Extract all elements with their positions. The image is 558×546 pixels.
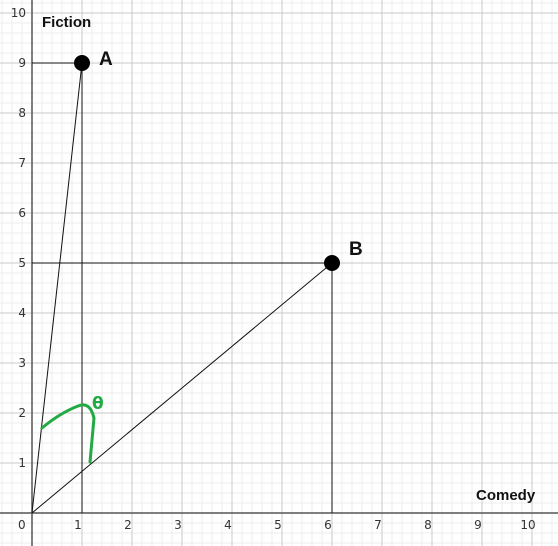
vector-line-b <box>31 262 333 514</box>
points: AB <box>74 49 363 271</box>
point-b <box>324 255 340 271</box>
angle-label: θ <box>92 394 104 414</box>
x-tick-label: 5 <box>274 518 282 532</box>
x-tick-label: 4 <box>224 518 232 532</box>
y-tick-label: 3 <box>18 356 26 370</box>
x-tick-label: 7 <box>374 518 382 532</box>
angle-arc <box>40 403 96 464</box>
vectors <box>31 62 333 514</box>
y-tick-label: 10 <box>11 6 26 20</box>
y-tick-label: 5 <box>18 256 26 270</box>
y-tick-label: 7 <box>18 156 26 170</box>
x-tick-label: 3 <box>174 518 182 532</box>
vector-line-a <box>31 62 83 514</box>
point-a <box>74 55 90 71</box>
point-label-a: A <box>99 49 113 70</box>
projection-lines <box>32 62 333 513</box>
y-tick-label: 4 <box>18 306 26 320</box>
x-tick-label: 10 <box>520 518 535 532</box>
x-tick-label: 0 <box>18 518 26 532</box>
angle-annotation: θ <box>40 394 104 464</box>
y-tick-label: 6 <box>18 206 26 220</box>
y-axis-label: Fiction <box>42 14 91 31</box>
point-label-b: B <box>349 239 363 260</box>
tick-labels: 0 1 2 3 4 5 6 7 8 9 10 1 2 3 4 5 6 7 8 9 10 <box>11 6 536 532</box>
x-tick-label: 2 <box>124 518 132 532</box>
x-axis-label: Comedy <box>476 487 536 504</box>
x-tick-label: 1 <box>74 518 82 532</box>
x-tick-label: 9 <box>474 518 482 532</box>
y-tick-label: 1 <box>18 456 26 470</box>
y-tick-label: 9 <box>18 56 26 70</box>
y-tick-label: 2 <box>18 406 26 420</box>
y-tick-label: 8 <box>18 106 26 120</box>
x-tick-label: 8 <box>424 518 432 532</box>
x-tick-label: 6 <box>324 518 332 532</box>
